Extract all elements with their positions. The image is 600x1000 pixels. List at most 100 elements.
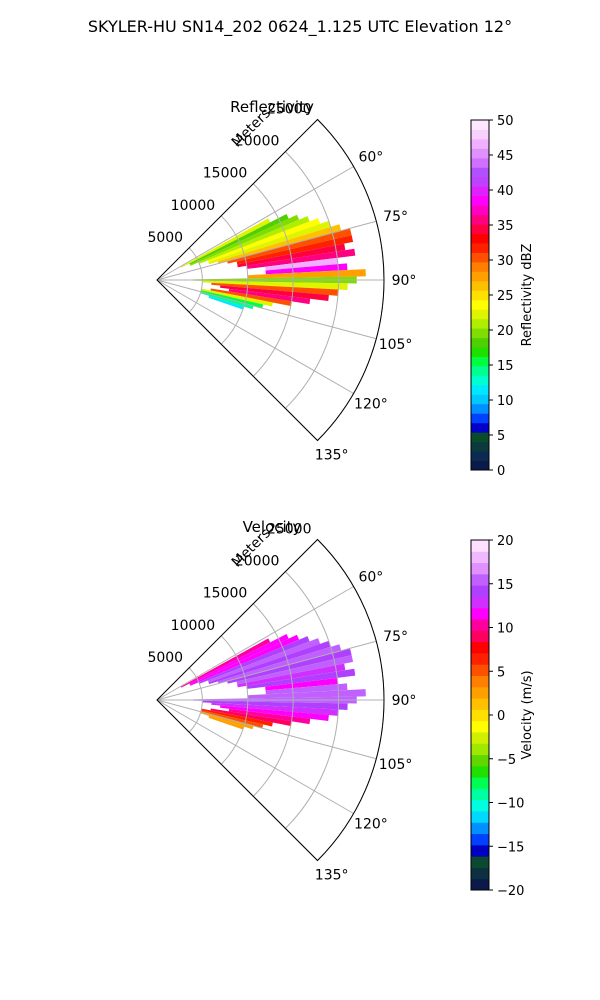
colorbar-swatch	[471, 619, 489, 631]
radar-cell	[217, 224, 342, 264]
azimuth-tick-label: 60°	[358, 150, 383, 166]
colorbar-swatch	[471, 365, 489, 376]
radar-cell	[202, 700, 348, 710]
colorbar-swatch	[471, 422, 489, 433]
colorbar-swatch	[471, 233, 489, 244]
polar-grid	[156, 119, 385, 441]
radar-cell	[247, 269, 366, 279]
colorbar-swatch	[471, 641, 489, 654]
colorbar-swatch	[471, 878, 489, 891]
radar-cell	[180, 638, 271, 688]
range-tick-label: 25000	[267, 101, 312, 117]
colorbar-swatch	[471, 375, 489, 386]
colorbar-swatch	[471, 551, 489, 564]
azimuth-spoke	[156, 220, 377, 281]
radar-cell	[217, 644, 342, 684]
azimuth-tick-label: 135°	[315, 868, 349, 884]
radar-cell	[200, 291, 254, 310]
colorbar-swatch	[471, 403, 489, 414]
colorbar-label: Velocity (m/s)	[520, 670, 535, 759]
radar-cell	[236, 655, 354, 685]
azimuth-spoke	[156, 166, 354, 281]
colorbar-swatch	[471, 195, 489, 206]
radar-cell	[207, 218, 321, 263]
colorbar-swatch	[471, 698, 489, 710]
radar-cell	[208, 715, 244, 730]
colorbar-swatch	[471, 867, 489, 880]
colorbar-tick-label: 50	[497, 114, 514, 129]
colorbar-tick-label: 20	[497, 324, 514, 339]
radar-cell	[180, 218, 271, 268]
colorbar-tick-label: 0	[497, 464, 505, 479]
colorbar-tick-label: 5	[497, 429, 505, 444]
reflectivity-panel: Reflectivity500010000150002000025000Mete…	[147, 98, 535, 479]
azimuth-spoke	[156, 699, 377, 760]
colorbar-swatch	[471, 652, 489, 665]
colorbar-swatch	[471, 441, 489, 452]
colorbar-tick-label: −20	[497, 884, 524, 899]
azimuth-tick-label: 135°	[315, 448, 349, 464]
colorbar-swatch	[471, 856, 489, 868]
colorbar-swatch	[471, 573, 489, 586]
radar-cell	[207, 638, 321, 683]
radar-cell	[246, 248, 356, 269]
radar-cell	[265, 257, 338, 271]
colorbar-swatch	[471, 451, 489, 462]
azimuth-spoke	[156, 699, 354, 814]
colorbar-tick-label: 20	[497, 534, 514, 549]
colorbar-tick-label: −5	[497, 753, 516, 768]
range-tick-label: 15000	[203, 166, 248, 182]
azimuth-tick-label: 120°	[354, 817, 388, 833]
colorbar-swatch	[471, 356, 489, 367]
azimuth-tick-label: 120°	[354, 397, 388, 413]
sector-frame	[156, 538, 385, 862]
colorbar-swatch	[471, 299, 489, 310]
radar-cell	[200, 290, 264, 309]
colorbar-swatch	[471, 799, 489, 812]
radar-cell	[246, 668, 356, 689]
colorbar-swatch	[471, 261, 489, 272]
colorbar-swatch	[471, 394, 489, 405]
panel-title: Velocity	[243, 518, 302, 536]
colorbar-tick-label: 15	[497, 359, 514, 374]
radar-cell	[228, 288, 311, 305]
radar-cell	[208, 220, 331, 265]
azimuth-tick-label: 105°	[379, 337, 413, 353]
colorbar-swatch	[471, 186, 489, 197]
colorbar-tick-label: 25	[497, 289, 514, 304]
colorbar-tick-label: 10	[497, 622, 514, 637]
colorbar-swatch	[471, 720, 489, 733]
colorbar-swatch	[471, 224, 489, 235]
figure-title: SKYLER-HU SN14_202 0624_1.125 UTC Elevat…	[88, 17, 512, 37]
colorbar-swatch	[471, 413, 489, 424]
colorbar-tick-label: 15	[497, 578, 514, 593]
colorbar: −20 −15 −10 −5 0 5 10 15 20 Velocity (m/s)	[470, 534, 535, 899]
sector-frame	[156, 118, 385, 442]
range-tick-label: 10000	[171, 198, 216, 214]
colorbar-tick-label: 45	[497, 149, 514, 164]
radar-cell	[265, 677, 338, 691]
colorbar-swatch	[471, 630, 489, 643]
colorbar-swatch	[471, 822, 489, 835]
colorbar-swatch	[471, 540, 489, 552]
colorbar: 0 5 10 15 20 25 30 35 40 45 50 Reflectivity dBZ	[470, 114, 535, 479]
radar-cell	[198, 216, 310, 264]
radar-cell	[202, 280, 348, 290]
radar-cell	[200, 711, 254, 730]
colorbar-swatch	[471, 205, 489, 216]
azimuth-tick-label: 90°	[392, 693, 417, 709]
colorbar-swatch	[471, 309, 489, 320]
range-tick-label: 20000	[235, 554, 280, 570]
colorbar-tick-label: 35	[497, 219, 514, 234]
range-tick-label: 20000	[235, 134, 280, 150]
colorbar-tick-label: 30	[497, 254, 514, 269]
radar-cell	[189, 634, 289, 685]
radar-cell	[228, 708, 311, 725]
radar-cell	[210, 288, 292, 306]
colorbar-swatch	[471, 328, 489, 339]
colorbar-tick-label: −15	[497, 840, 524, 855]
colorbar-swatch	[471, 743, 489, 756]
colorbar-swatch	[471, 460, 489, 471]
colorbar-swatch	[471, 731, 489, 744]
range-tick-label: 5000	[147, 650, 183, 666]
